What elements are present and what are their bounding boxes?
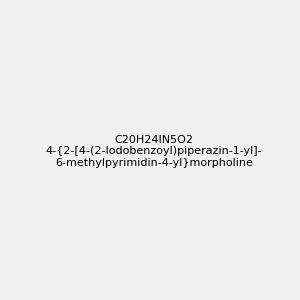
Text: C20H24IN5O2
4-{2-[4-(2-Iodobenzoyl)piperazin-1-yl]-
6-methylpyrimidin-4-yl}morph: C20H24IN5O2 4-{2-[4-(2-Iodobenzoyl)piper…: [45, 135, 262, 168]
